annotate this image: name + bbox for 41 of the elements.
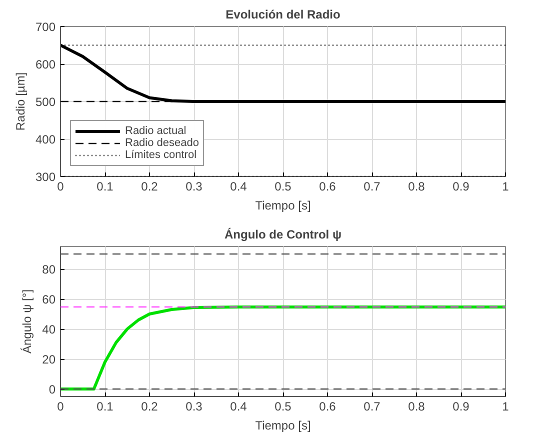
x-tick-label: 0.5 (274, 400, 292, 414)
legend-label: Radio deseado (125, 137, 200, 149)
x-tick-label: 0.5 (274, 180, 292, 194)
x-tick-label: 0.3 (186, 180, 203, 194)
x-tick-label: 0.4 (230, 180, 248, 194)
chart-title: Evolución del Radio (226, 8, 340, 22)
x-tick-label: 0.8 (408, 180, 426, 194)
x-tick-label: 0.9 (452, 400, 470, 414)
x-tick-label: 1 (502, 180, 510, 194)
chart-title: Ángulo de Control ψ (224, 228, 342, 242)
y-axis-title: Ángulo ψ [°] (20, 289, 34, 354)
x-tick-label: 0.2 (141, 180, 158, 194)
x-tick-label: 0.7 (364, 400, 381, 414)
x-axis-title: Tiempo [s] (255, 198, 311, 212)
x-tick-label: 0.9 (452, 180, 470, 194)
y-tick-label: 400 (35, 132, 56, 146)
y-tick-label: 20 (42, 352, 56, 366)
x-tick-label: 0.4 (230, 400, 248, 414)
x-tick-label: 0.1 (96, 400, 114, 414)
y-axis-title: Radio [µm] (13, 72, 28, 131)
legend-label: Radio actual (125, 125, 186, 137)
x-tick-label: 0.8 (408, 400, 426, 414)
x-tick-label: 0 (57, 180, 64, 194)
y-tick-label: 80 (42, 262, 56, 276)
x-tick-label: 0.3 (186, 400, 203, 414)
x-tick-label: 0.1 (96, 180, 114, 194)
y-tick-label: 300 (35, 170, 56, 184)
x-tick-label: 1 (502, 400, 510, 414)
legend-label: Límites control (125, 149, 197, 161)
y-tick-label: 500 (35, 95, 56, 109)
x-tick-label: 0.7 (364, 180, 381, 194)
x-tick-label: 0 (57, 400, 64, 414)
y-tick-label: 60 (42, 292, 56, 306)
y-tick-label: 700 (35, 20, 56, 34)
y-tick-label: 600 (35, 58, 56, 72)
x-tick-label: 0.2 (141, 400, 158, 414)
y-tick-label: 0 (48, 382, 56, 396)
x-tick-label: 0.6 (319, 400, 336, 414)
x-tick-label: 0.6 (319, 180, 336, 194)
y-tick-label: 40 (42, 322, 56, 336)
x-axis-title: Tiempo [s] (255, 418, 311, 432)
